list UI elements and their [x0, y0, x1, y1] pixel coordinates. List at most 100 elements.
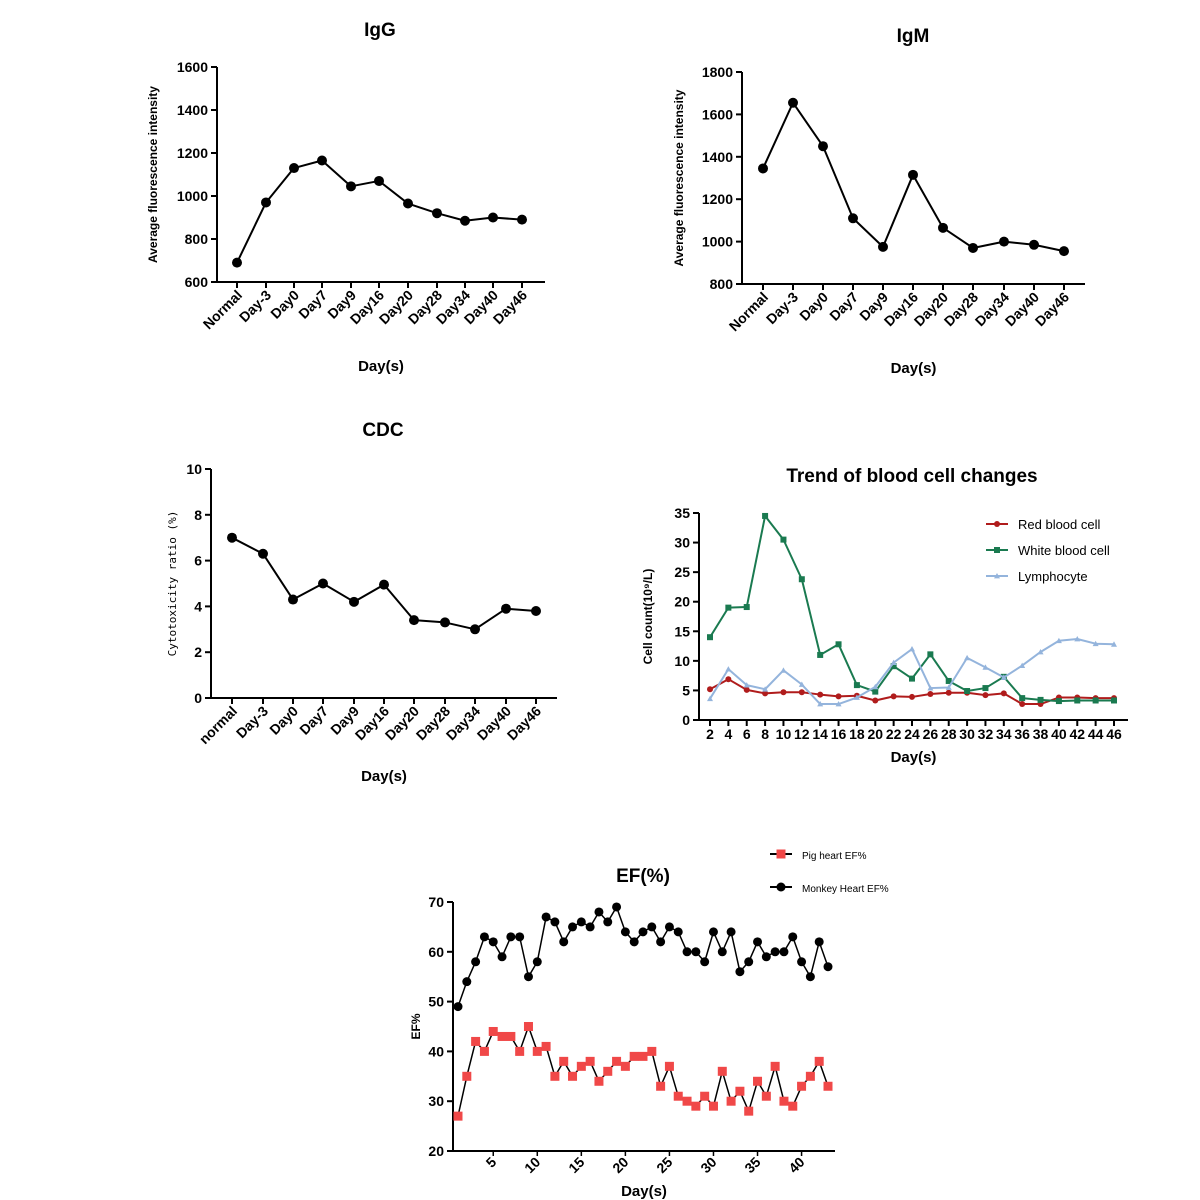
x-tick-label: 10	[521, 1154, 543, 1176]
chart-title: IgG	[364, 20, 396, 41]
x-tick-label: 32	[978, 726, 994, 742]
legend-marker	[994, 547, 1000, 553]
data-point	[982, 664, 989, 670]
x-tick-label: Day0	[796, 289, 831, 324]
chart-title: Trend of blood cell changes	[786, 466, 1037, 487]
x-tick-label: Day-3	[763, 289, 801, 327]
data-point	[1055, 698, 1062, 705]
legend-marker	[776, 882, 786, 892]
data-point	[1000, 690, 1007, 697]
data-point	[603, 1066, 613, 1076]
data-point	[506, 1031, 516, 1041]
x-tick-label: 2	[706, 726, 714, 742]
y-tick-label: 35	[674, 505, 690, 521]
x-tick-label: 18	[849, 726, 865, 742]
data-point	[779, 1096, 789, 1106]
y-tick-label: 2	[194, 644, 202, 660]
y-tick-label: 1800	[702, 64, 733, 80]
data-point	[780, 536, 787, 543]
x-tick-label: 25	[653, 1154, 675, 1176]
data-point	[673, 1091, 683, 1101]
y-tick-label: 4	[194, 598, 202, 614]
chart-blood: Trend of blood cell changes0510152025303…	[641, 466, 1128, 766]
data-point	[708, 927, 718, 937]
data-point	[890, 693, 897, 700]
data-point	[964, 654, 971, 661]
data-point	[541, 912, 551, 922]
x-tick-label: 16	[831, 726, 847, 742]
y-axis-title: Cytotoxicity ratio (%)	[166, 511, 179, 657]
x-tick-label: 15	[565, 1154, 587, 1176]
x-tick-label: 30	[697, 1154, 719, 1176]
legend-label: White blood cell	[1018, 543, 1110, 558]
series-monkey-heart-ef-	[453, 902, 833, 1012]
data-point	[707, 695, 713, 702]
y-tick-label: 25	[674, 564, 690, 580]
y-tick-label: 70	[428, 894, 444, 910]
legend-label: Lymphocyte	[1018, 569, 1088, 584]
data-point	[982, 685, 989, 692]
x-axis-title: Day(s)	[891, 360, 937, 377]
y-tick-label: 30	[428, 1093, 444, 1109]
data-point	[462, 1071, 472, 1081]
data-point	[818, 141, 828, 152]
y-tick-label: 60	[428, 944, 444, 960]
y-tick-label: 40	[428, 1043, 444, 1059]
data-point	[232, 257, 242, 268]
data-point	[523, 972, 533, 982]
x-tick-label: 10	[776, 726, 792, 742]
data-point	[497, 952, 507, 962]
data-point	[717, 947, 727, 957]
data-point	[909, 693, 915, 700]
data-point	[735, 1086, 745, 1096]
x-tick-label: 40	[1051, 726, 1067, 742]
x-tick-label: 5	[483, 1154, 500, 1171]
data-point	[758, 163, 768, 174]
data-point	[620, 1061, 630, 1071]
data-point	[532, 1046, 542, 1056]
series-igm	[758, 97, 1069, 257]
data-point	[568, 1071, 578, 1081]
y-axis-title: Average fluorescence intensity	[146, 86, 160, 263]
chart-igg: IgG 600 800 1000 1200 1400 1600 NormalDay-3Day0…	[146, 20, 545, 375]
x-tick-label: 38	[1033, 726, 1049, 742]
series-line	[457, 906, 829, 1007]
data-point	[317, 155, 327, 166]
data-point	[289, 163, 299, 174]
data-point	[835, 701, 842, 707]
x-tick-label: 8	[761, 726, 769, 742]
data-point	[853, 694, 860, 700]
y-tick-label: 0	[682, 712, 690, 728]
data-point	[1000, 674, 1007, 680]
y-tick-label: 1600	[177, 59, 208, 75]
legend-marker	[994, 521, 1000, 527]
x-tick-label: Day34	[443, 703, 484, 744]
x-tick-label: Normal	[726, 289, 771, 334]
data-point	[707, 686, 713, 693]
data-point	[1074, 635, 1081, 642]
data-point	[726, 1096, 736, 1106]
data-point	[629, 937, 639, 947]
data-point	[462, 977, 472, 987]
data-point	[725, 666, 732, 672]
series-pig-heart-ef-	[453, 1022, 833, 1121]
data-point	[744, 1106, 754, 1116]
x-tick-label: 20	[609, 1154, 631, 1176]
data-point	[585, 1056, 595, 1066]
x-tick-label: Day20	[382, 703, 423, 744]
y-tick-label: 10	[186, 461, 202, 477]
y-tick-label: 1200	[702, 191, 733, 207]
data-point	[753, 1076, 763, 1086]
y-tick-label: 6	[194, 553, 202, 569]
x-tick-label: Day7	[295, 287, 330, 322]
data-point	[227, 532, 237, 543]
data-point	[735, 967, 745, 977]
data-point	[1019, 695, 1026, 702]
data-point	[682, 1096, 692, 1106]
x-axis-title: Day(s)	[891, 749, 937, 766]
data-point	[629, 1051, 639, 1061]
data-point	[568, 922, 578, 932]
data-point	[612, 1056, 622, 1066]
data-point	[501, 603, 511, 614]
data-point	[835, 641, 842, 648]
